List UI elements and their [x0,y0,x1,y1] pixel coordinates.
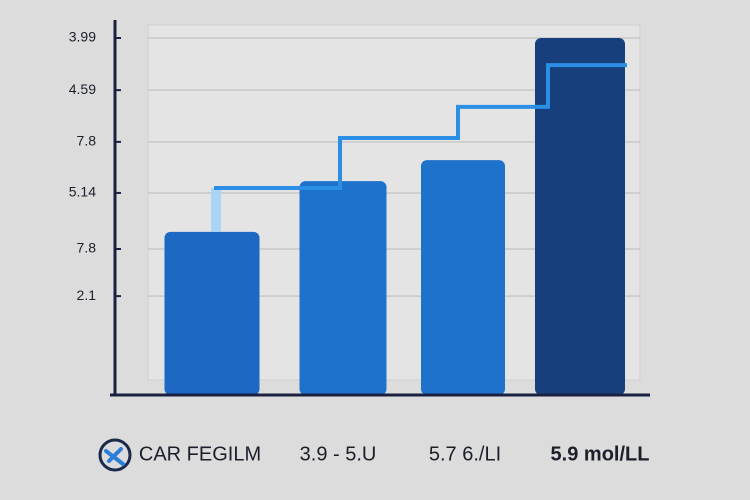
x-tick-label: 5.7 6./LI [429,443,501,465]
bar [535,38,625,395]
bar [164,231,260,395]
bar [421,160,505,395]
x-tick-label: 3.9 - 5.U [300,443,377,465]
bar [299,181,387,395]
y-tick-label: 7.8 [77,240,97,256]
x-tick-label: CAR FEGILM [139,443,261,465]
y-tick-label: 4.59 [69,81,96,97]
y-tick-label: 3.99 [69,29,96,45]
x-tick-label: 5.9 mol/LL [551,443,650,465]
marks [164,38,627,395]
y-tick-label: 5.14 [69,184,96,200]
y-tick-label: 7.8 [77,133,97,149]
logo-icon [98,438,132,472]
y-tick-label: 2.1 [77,287,97,303]
